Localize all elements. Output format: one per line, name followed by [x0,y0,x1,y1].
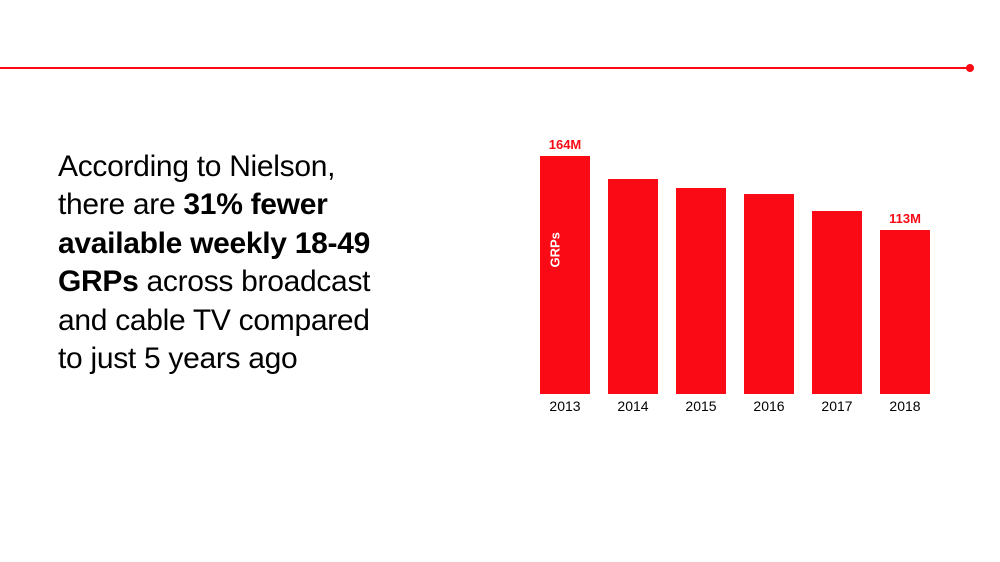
chart-bar: 164M [540,156,590,394]
text-line5: and cable TV compared [58,304,370,337]
text-line1: According to Nielson, [58,150,335,183]
slide: According to Nielson, there are 31% fewe… [0,0,1000,562]
grp-bar-chart: 164M 113M 2013 2014 2015 2016 2017 2018 GRPs [540,138,944,418]
chart-plot-area: 164M 113M [540,156,944,394]
text-line6: to just 5 years ago [58,342,297,375]
chart-x-label: 2014 [608,398,658,414]
chart-x-label: 2017 [812,398,862,414]
chart-x-label: 2013 [540,398,590,414]
divider-line [0,67,970,69]
chart-x-label: 2015 [676,398,726,414]
chart-x-label: 2016 [744,398,794,414]
chart-value-label: 113M [889,211,921,226]
chart-bar [812,211,862,394]
content-row: According to Nielson, there are 31% fewe… [58,148,478,378]
text-line2b: 31% fewer [183,188,327,221]
chart-value-label: 164M [549,137,582,152]
text-line2a: there are [58,188,183,221]
chart-bar [676,188,726,394]
chart-bar [608,179,658,394]
text-line4a: GRPs [58,265,139,298]
chart-x-axis: 2013 2014 2015 2016 2017 2018 [540,394,944,418]
divider-dot-icon [966,64,974,72]
chart-bar: 113M [880,230,930,394]
chart-y-axis-label: GRPs [547,232,562,267]
headline-text: According to Nielson, there are 31% fewe… [58,148,478,378]
text-line3: available weekly 18-49 [58,227,370,260]
text-line4b: across broadcast [139,265,371,298]
chart-x-label: 2018 [880,398,930,414]
chart-bar [744,194,794,394]
